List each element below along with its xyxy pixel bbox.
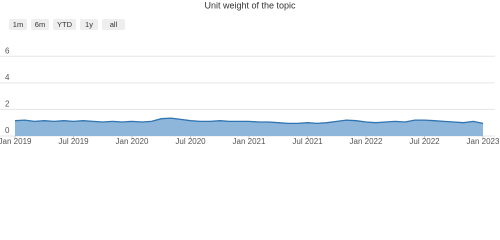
x-tick-label: Jul 2021 xyxy=(292,137,323,146)
y-tick-label: 4 xyxy=(5,73,10,82)
range-button-label[interactable]: 6m xyxy=(35,20,45,29)
chart: Unit weight of the topic 1m 6m YTD 1y all 0 2 4… xyxy=(0,0,500,146)
x-tick-label: Jan 2022 xyxy=(350,137,383,146)
x-tick-label: Jan 2021 xyxy=(233,137,266,146)
y-tick-label: 0 xyxy=(5,126,10,135)
range-button-bg[interactable] xyxy=(31,19,49,30)
line xyxy=(14,117,484,125)
y-tick-label: 2 xyxy=(5,100,10,109)
x-tick-label: Jan 2020 xyxy=(116,137,149,146)
range-button-label[interactable]: YTD xyxy=(57,20,73,29)
range-button-bg[interactable] xyxy=(9,19,27,30)
range-button-label[interactable]: 1y xyxy=(85,20,93,29)
range-button[interactable]: 1y xyxy=(80,19,98,30)
range-button[interactable]: 1m xyxy=(9,19,27,30)
y-tick-label: 6 xyxy=(5,46,10,55)
x-tick-label: Jul 2019 xyxy=(58,137,89,146)
x-tick-label: Jan 2019 xyxy=(0,137,32,146)
range-button[interactable]: YTD xyxy=(53,19,76,30)
range-button[interactable]: 6m xyxy=(31,19,49,30)
range-button-bg[interactable] xyxy=(53,19,76,30)
x-tick-label: Jul 2022 xyxy=(409,137,440,146)
range-button[interactable]: all xyxy=(102,19,125,30)
chart-title: Unit weight of the topic xyxy=(204,0,296,10)
x-tick-label: Jul 2020 xyxy=(175,137,206,146)
range-button-label[interactable]: all xyxy=(110,20,118,29)
range-button-label[interactable]: 1m xyxy=(13,20,23,29)
range-button-bg[interactable] xyxy=(80,19,98,30)
range-button-bg[interactable] xyxy=(102,19,125,30)
x-tick-label: Jan 2023 xyxy=(467,137,500,146)
